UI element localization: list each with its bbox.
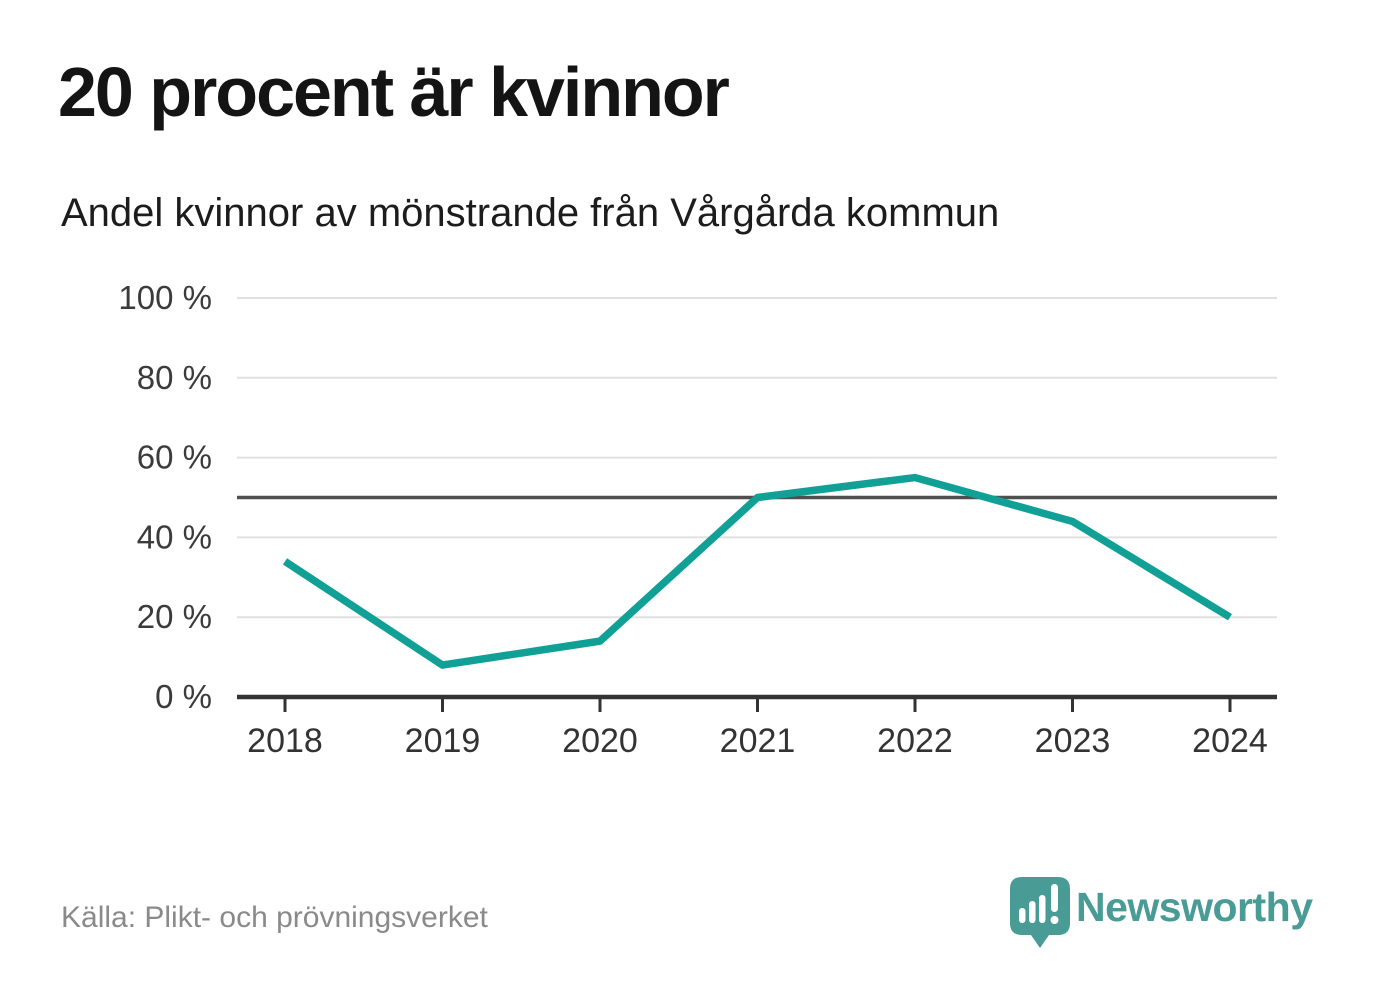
newsworthy-logo: Newsworthy bbox=[1010, 877, 1340, 957]
data-line-andel-kvinnor bbox=[282, 473, 1232, 669]
x-axis-label-2018: 2018 bbox=[247, 722, 323, 760]
newsworthy-wordmark: Newsworthy bbox=[1076, 884, 1313, 930]
y-axis-label-20: 20 % bbox=[137, 598, 212, 635]
y-axis-label-60: 60 % bbox=[137, 439, 212, 476]
y-axis-label-80: 80 % bbox=[137, 359, 212, 396]
newsworthy-speech-bubble-bars-icon bbox=[1010, 877, 1070, 948]
chart-title: 20 procent är kvinnor bbox=[58, 53, 730, 131]
x-axis-label-2021: 2021 bbox=[720, 722, 796, 760]
y-axis-label-0: 0 % bbox=[155, 678, 212, 715]
y-axis-label-100: 100 % bbox=[118, 279, 212, 316]
chart-subtitle: Andel kvinnor av mönstrande från Vårgård… bbox=[61, 191, 1000, 235]
x-axis-label-2022: 2022 bbox=[877, 722, 953, 760]
x-axis-label-2020: 2020 bbox=[562, 722, 638, 760]
x-axis-label-2023: 2023 bbox=[1035, 722, 1111, 760]
source-text: Källa: Plikt- och prövningsverket bbox=[61, 901, 488, 934]
x-axis-label-2024: 2024 bbox=[1192, 722, 1268, 760]
y-axis-label-40: 40 % bbox=[137, 518, 212, 555]
x-axis-label-2019: 2019 bbox=[405, 722, 481, 760]
